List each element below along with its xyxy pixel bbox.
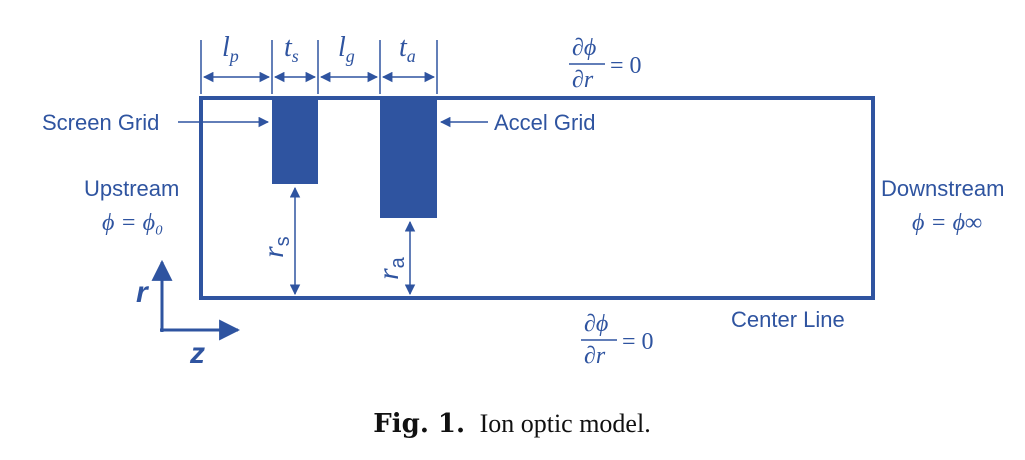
dimension-arrows xyxy=(178,71,488,296)
dimension-ticks xyxy=(200,40,438,94)
coordinate-axes xyxy=(151,259,241,341)
r-axis-label: r xyxy=(136,276,150,309)
screen-grid-electrode xyxy=(272,98,318,184)
bottom-boundary-condition: ∂ϕ ∂r = 0 xyxy=(581,311,654,369)
z-axis-label: z xyxy=(189,337,205,370)
domain-boundary xyxy=(199,96,875,300)
accel-grid-label: Accel Grid xyxy=(494,110,595,135)
dim-label-rs: rs xyxy=(257,236,294,258)
top-boundary-condition: ∂ϕ ∂r = 0 xyxy=(569,35,642,93)
svg-text:= 0: = 0 xyxy=(610,53,642,79)
upstream-label: Upstream xyxy=(84,176,179,201)
accel-grid-electrode xyxy=(380,98,437,218)
figure-caption: Fig. 1. Ion optic model. xyxy=(373,409,650,439)
svg-text:∂r: ∂r xyxy=(584,343,606,369)
center-line-label: Center Line xyxy=(731,307,845,332)
downstream-bc: ϕ = ϕ∞ xyxy=(912,210,982,236)
downstream-label: Downstream xyxy=(881,176,1004,201)
svg-text:= 0: = 0 xyxy=(622,329,654,355)
svg-text:∂ϕ: ∂ϕ xyxy=(584,311,608,337)
dim-label-ta: ta xyxy=(399,32,416,66)
dim-label-lp: lp xyxy=(222,32,239,66)
upstream-bc: ϕ = ϕ₀ xyxy=(102,210,163,236)
dim-label-ra: ra xyxy=(372,256,409,280)
screen-grid-label: Screen Grid xyxy=(42,110,159,135)
dim-label-ts: ts xyxy=(284,32,299,66)
svg-text:∂ϕ: ∂ϕ xyxy=(572,35,596,61)
svg-text:∂r: ∂r xyxy=(572,67,594,93)
dim-label-lg: lg xyxy=(338,32,355,66)
